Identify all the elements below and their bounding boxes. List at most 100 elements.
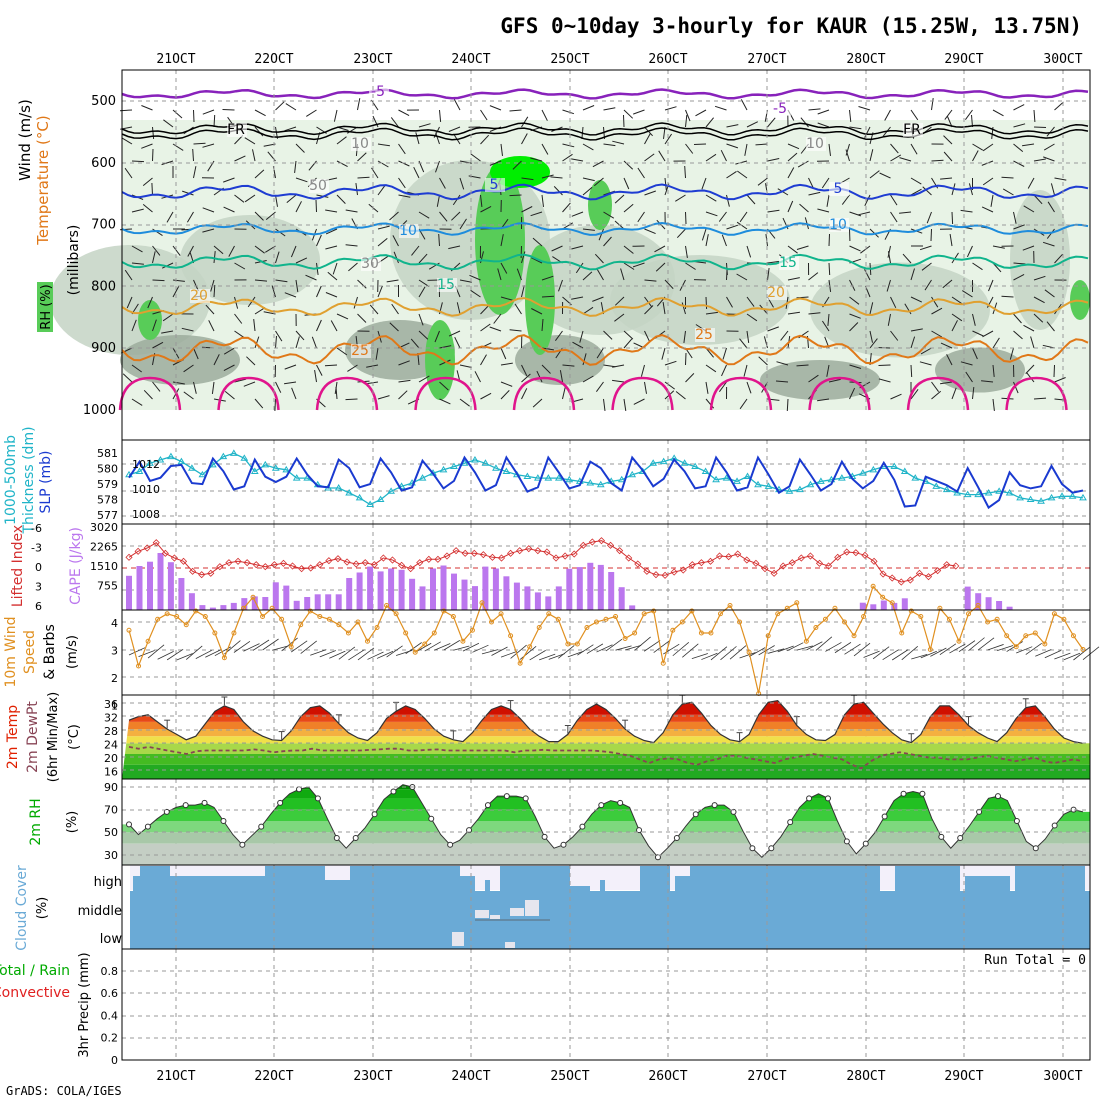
wind-barb (347, 364, 358, 372)
ua-below-ground (122, 410, 1090, 440)
wind-barb (767, 209, 780, 213)
wind-barb (1001, 295, 1014, 298)
wind-barb-10m (682, 643, 699, 658)
wind-barb (845, 149, 850, 162)
wind-barb (931, 296, 939, 308)
wind-barb (500, 296, 513, 301)
wind-barb (514, 303, 522, 315)
wind-barb (739, 338, 748, 349)
wind-barb (213, 251, 216, 264)
rh-point (296, 786, 303, 793)
wind-barb (776, 361, 789, 366)
thickness-point (366, 500, 375, 507)
wind-barb-10m (415, 642, 432, 653)
wind-barb (254, 336, 260, 349)
wind-barb (817, 109, 830, 115)
wind-barb (787, 143, 800, 150)
wind-barb (571, 158, 584, 162)
wind-barb (685, 245, 688, 258)
isotherm-5 (121, 183, 1089, 201)
wind-barb (821, 320, 830, 332)
thickness-point (911, 474, 920, 481)
contour-label-3: FR (903, 122, 921, 138)
wind-barb (480, 109, 488, 121)
wind-barb (435, 160, 440, 173)
wind-barb-10m (920, 650, 937, 659)
wind-speed-point (336, 622, 342, 628)
temp-band-1 (122, 754, 1090, 765)
cape-bar (126, 575, 132, 610)
wind-barb-10m (519, 646, 537, 660)
precip-tick-0: 0.8 (101, 965, 119, 978)
wind-barb (685, 352, 687, 366)
precip-tick-3: 0.2 (101, 1032, 119, 1045)
wind-barb (614, 194, 625, 204)
rh-point (541, 833, 548, 840)
wind-barb (398, 194, 411, 198)
wind-barb (828, 233, 830, 247)
wind-barb (131, 160, 145, 163)
wind-barb (224, 391, 235, 400)
wind-barb (623, 109, 634, 119)
wind-barb (147, 296, 153, 309)
wind-barb (274, 398, 276, 412)
wind-barb (375, 347, 379, 360)
rh-point (239, 841, 246, 848)
wind-barb (480, 323, 491, 332)
wind-barb (398, 109, 410, 117)
wind-speed-point (794, 600, 800, 606)
wind-barb (509, 329, 522, 332)
wind-barb-10m (615, 645, 632, 651)
thickness-point (837, 474, 846, 481)
thickness-point (146, 459, 154, 466)
wind-speed-point (469, 627, 475, 633)
thickness-point (942, 485, 951, 493)
rh-point (466, 827, 473, 834)
cape-bar (430, 568, 436, 610)
wind-barb (826, 364, 830, 377)
cloud-gap-4 (452, 932, 464, 946)
wind-barb (571, 211, 584, 217)
wind-barb (726, 124, 739, 128)
cloud-high-block (485, 880, 490, 891)
cloud-high-block (460, 876, 475, 891)
wind-barb-10m (376, 650, 394, 659)
wind-barb (172, 143, 184, 151)
wind-barb (664, 106, 677, 111)
cape-bar (587, 562, 594, 610)
cape-bar (555, 586, 562, 610)
wind-barb (603, 107, 616, 111)
wind-barb (1054, 253, 1063, 264)
wind-barb (808, 374, 819, 383)
wind-barb (291, 387, 297, 400)
wind-barb (152, 279, 165, 282)
wind-barb (951, 387, 957, 400)
wind-barb (193, 166, 197, 179)
wind-speed-point (202, 614, 208, 619)
rh-point (144, 823, 151, 830)
ylabel-2m-rh: 2m RH (28, 798, 44, 845)
wind-barb-10m (949, 643, 966, 654)
wind-barb (453, 99, 461, 111)
wind-barb (469, 274, 481, 281)
wind-speed-point (746, 649, 752, 655)
isotherm-freezing (121, 122, 1089, 136)
wind-barb (1033, 158, 1046, 162)
cape-bar (618, 587, 625, 610)
wind-barb (596, 269, 604, 281)
cloud-high-block (570, 886, 590, 891)
wind-barb (849, 387, 856, 400)
li-point (525, 545, 533, 553)
ylabel-convective: Convective (0, 985, 70, 1001)
wind-barb (562, 143, 575, 148)
top-date-2: 23OCT (353, 52, 392, 67)
cape-bar (262, 597, 269, 610)
thickness-point (544, 474, 553, 481)
wind-barb-10m (510, 644, 527, 659)
wind-speed-point (908, 608, 914, 614)
wind-barb (828, 143, 831, 156)
wind-barb (971, 114, 973, 128)
cloud-gap-5 (505, 942, 515, 948)
wind-barb-10m (901, 645, 918, 661)
wind-barb (921, 262, 932, 271)
